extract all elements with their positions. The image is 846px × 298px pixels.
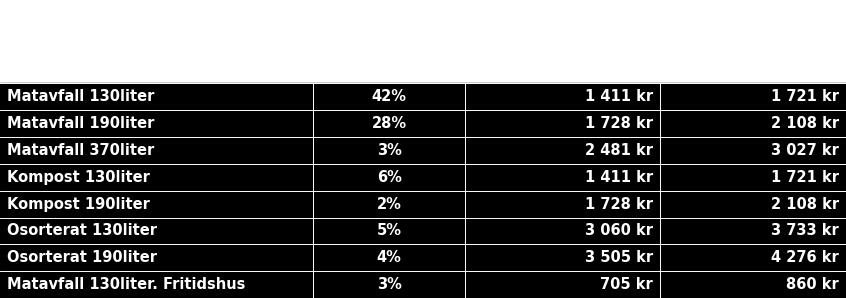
- Text: 6%: 6%: [376, 170, 402, 185]
- Bar: [0, 164, 846, 191]
- Text: Matavfall 130liter: Matavfall 130liter: [7, 89, 154, 104]
- Text: 1 721 kr: 1 721 kr: [772, 170, 839, 185]
- Bar: [0, 0, 846, 83]
- Text: 3%: 3%: [376, 277, 402, 292]
- Text: 1 721 kr: 1 721 kr: [772, 89, 839, 104]
- Text: 705 kr: 705 kr: [601, 277, 653, 292]
- Text: 1 411 kr: 1 411 kr: [585, 170, 653, 185]
- Text: 1 728 kr: 1 728 kr: [585, 116, 653, 131]
- Text: Kompost 190liter: Kompost 190liter: [7, 197, 150, 212]
- Text: 2%: 2%: [376, 197, 402, 212]
- Bar: [0, 83, 846, 110]
- Text: 28%: 28%: [371, 116, 407, 131]
- Bar: [0, 137, 846, 164]
- Text: Osorterat 190liter: Osorterat 190liter: [7, 250, 157, 265]
- Bar: [0, 271, 846, 298]
- Bar: [0, 218, 846, 244]
- Text: 2 108 kr: 2 108 kr: [771, 197, 839, 212]
- Text: Matavfall 190liter: Matavfall 190liter: [7, 116, 154, 131]
- Text: 4%: 4%: [376, 250, 402, 265]
- Text: 3 505 kr: 3 505 kr: [585, 250, 653, 265]
- Text: 3 733 kr: 3 733 kr: [772, 224, 839, 238]
- Bar: [0, 244, 846, 271]
- Text: Osorterat 130liter: Osorterat 130liter: [7, 224, 157, 238]
- Text: 1 728 kr: 1 728 kr: [585, 197, 653, 212]
- Text: 42%: 42%: [371, 89, 407, 104]
- Text: 5%: 5%: [376, 224, 402, 238]
- Text: 4 276 kr: 4 276 kr: [772, 250, 839, 265]
- Text: 3 027 kr: 3 027 kr: [772, 143, 839, 158]
- Text: 2 481 kr: 2 481 kr: [585, 143, 653, 158]
- Text: Kompost 130liter: Kompost 130liter: [7, 170, 150, 185]
- Text: 860 kr: 860 kr: [787, 277, 839, 292]
- Bar: [0, 110, 846, 137]
- Bar: [0, 191, 846, 218]
- Text: Matavfall 130liter. Fritidshus: Matavfall 130liter. Fritidshus: [7, 277, 245, 292]
- Text: 3 060 kr: 3 060 kr: [585, 224, 653, 238]
- Text: 2 108 kr: 2 108 kr: [771, 116, 839, 131]
- Text: 1 411 kr: 1 411 kr: [585, 89, 653, 104]
- Text: Matavfall 370liter: Matavfall 370liter: [7, 143, 154, 158]
- Text: 3%: 3%: [376, 143, 402, 158]
